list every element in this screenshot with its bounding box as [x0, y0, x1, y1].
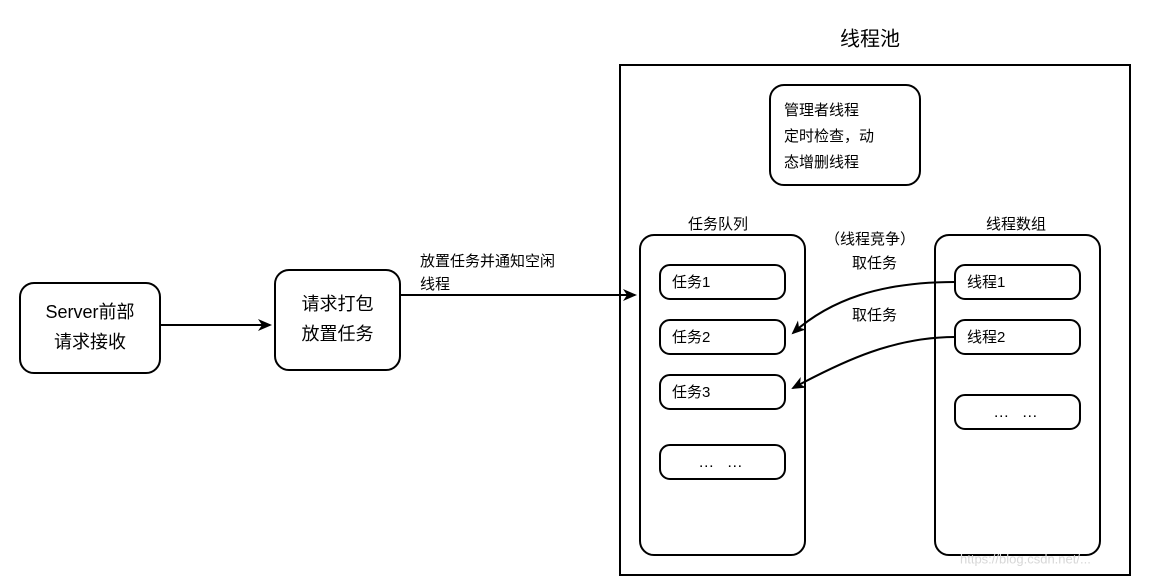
- thread-array-item-label: 线程1: [967, 274, 1005, 291]
- annotation-label: 取任务: [852, 307, 897, 324]
- pool-title: 线程池: [840, 27, 900, 50]
- annotation-label: 取任务: [852, 255, 897, 272]
- thread-array-item-ellipsis: … …: [993, 404, 1041, 421]
- manager-line: 管理者线程: [784, 102, 859, 119]
- annotation-label: 放置任务并通知空闲: [420, 253, 555, 270]
- pack-request-box: [275, 270, 400, 370]
- thread-array-item-label: 线程2: [967, 329, 1005, 346]
- thread-array-header: 线程数组: [986, 216, 1046, 233]
- annotation-label: （线程竞争）: [825, 230, 915, 248]
- task-queue-item-label: 任务2: [672, 329, 710, 346]
- watermark: https://blog.csdn.net/...: [960, 551, 1091, 566]
- annotation-label: 线程: [420, 276, 450, 293]
- pack-request-line: 放置任务: [302, 324, 374, 344]
- task-queue-header: 任务队列: [688, 216, 748, 233]
- manager-line: 态增删线程: [784, 154, 859, 171]
- server-box: [20, 283, 160, 373]
- task-queue-item-label: 任务1: [672, 274, 710, 291]
- server-box-line: Server前部: [45, 302, 134, 322]
- arrow-thread-take-task: [793, 337, 955, 388]
- task-queue-item-label: 任务3: [672, 384, 710, 401]
- pack-request-line: 请求打包: [302, 294, 374, 314]
- manager-line: 定时检查，动: [784, 128, 874, 145]
- server-box-line: 请求接收: [54, 332, 126, 352]
- task-queue-item-ellipsis: … …: [698, 454, 746, 471]
